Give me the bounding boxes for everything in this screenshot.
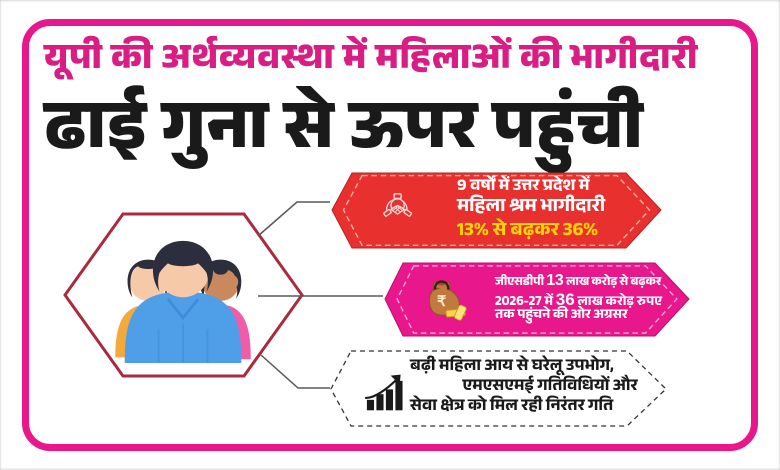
svg-text:₹: ₹ (437, 294, 447, 310)
